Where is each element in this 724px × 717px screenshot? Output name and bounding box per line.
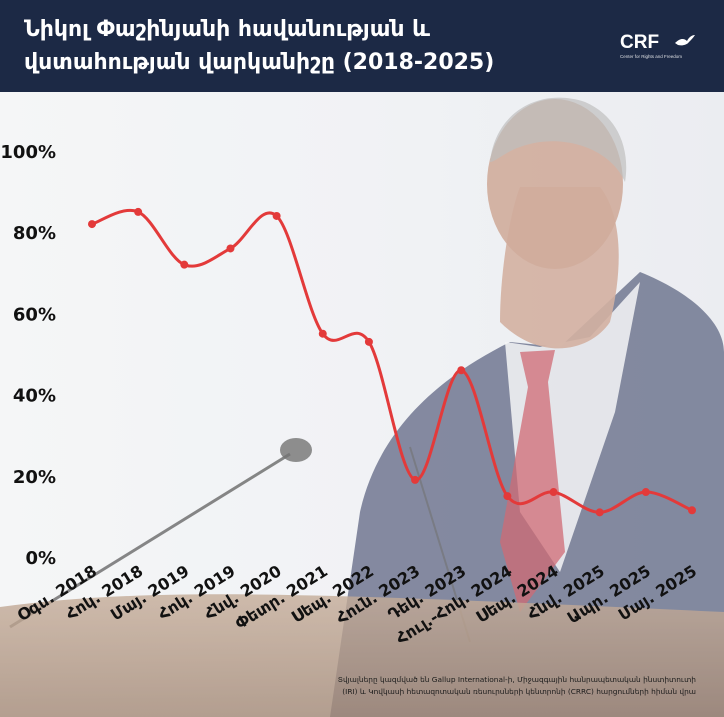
y-tick-label: 0% xyxy=(25,548,56,569)
data-point xyxy=(595,508,604,517)
data-point xyxy=(180,260,189,269)
data-point xyxy=(503,492,512,501)
data-point xyxy=(88,220,96,229)
y-tick-label: 20% xyxy=(13,467,56,488)
data-point xyxy=(411,475,420,484)
header-banner: Նիկոլ Փաշինյանի հավանության և վստահությա… xyxy=(0,0,724,92)
logo-subtitle: Center for Rights and Freedom xyxy=(620,54,683,59)
data-point xyxy=(226,244,235,253)
y-tick-label: 40% xyxy=(13,386,56,407)
data-point xyxy=(549,488,558,497)
logo-text: CRF xyxy=(620,32,660,53)
source-line-1: Տվյալները կազմված են Gallup Internationa… xyxy=(337,675,696,684)
title-line-2: վստահության վարկանիշը (2018-2025) xyxy=(24,50,495,75)
source-note: Տվյալները կազմված են Gallup Internationa… xyxy=(296,674,696,698)
data-point xyxy=(364,337,373,346)
data-point xyxy=(688,506,696,515)
y-tick-label: 100% xyxy=(0,142,56,163)
page-title: Նիկոլ Փաշինյանի հավանության և վստահությա… xyxy=(24,13,584,79)
y-tick-label: 80% xyxy=(13,223,56,244)
source-line-2: (IRI) և Կովկասի հետազոտական ռեսուրսների … xyxy=(342,687,696,696)
data-point xyxy=(134,207,143,216)
data-point xyxy=(457,366,466,375)
y-tick-label: 60% xyxy=(13,304,56,325)
series-line xyxy=(91,208,693,514)
background-photo xyxy=(0,92,724,717)
data-point xyxy=(272,211,281,220)
title-line-1: Նիկոլ Փաշինյանի հավանության և xyxy=(24,17,431,42)
dove-icon xyxy=(675,35,695,46)
data-point xyxy=(641,488,650,497)
crf-logo: CRF Center for Rights and Freedom xyxy=(620,32,700,59)
data-point xyxy=(318,329,327,338)
